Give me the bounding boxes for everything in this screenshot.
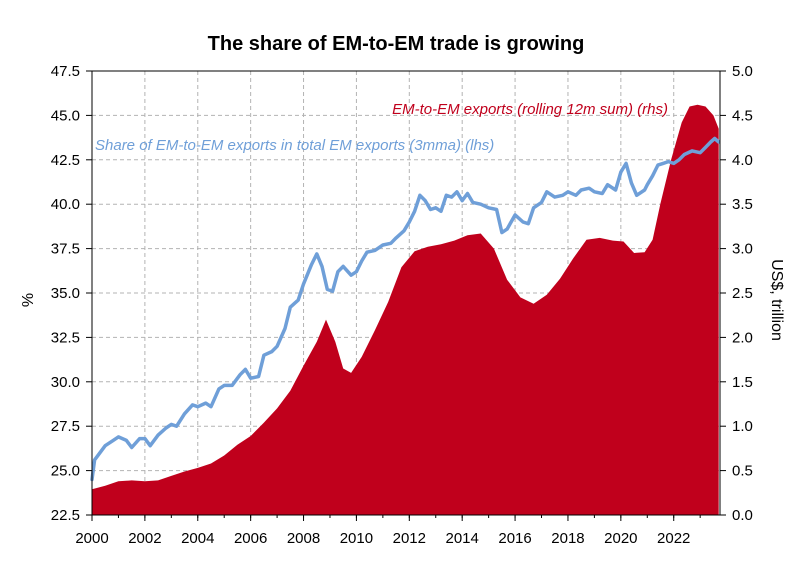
gridlines bbox=[92, 71, 720, 515]
y-left-tick-label: 45.0 bbox=[51, 107, 80, 124]
series-line-em-share bbox=[90, 136, 721, 482]
x-tick-label: 2008 bbox=[287, 530, 320, 547]
x-tick-label: 2014 bbox=[446, 530, 479, 547]
y-left-tick-label: 42.5 bbox=[51, 152, 80, 169]
y-left-tick-label: 27.5 bbox=[51, 418, 80, 435]
y-right-tick-label: 3.0 bbox=[732, 241, 753, 258]
y-right-tick-label: 0.5 bbox=[732, 463, 753, 480]
y-right-tick-label: 4.5 bbox=[732, 107, 753, 124]
y-left-tick-label: 35.0 bbox=[51, 285, 80, 302]
annotation-line-series: Share of EM-to-EM exports in total EM ex… bbox=[95, 137, 494, 154]
series-area-em-to-em-exports bbox=[92, 104, 719, 515]
x-tick-label: 2004 bbox=[181, 530, 214, 547]
y-left-tick-label: 22.5 bbox=[51, 507, 80, 524]
y-right-tick-label: 2.5 bbox=[732, 285, 753, 302]
y-left-tick-label: 37.5 bbox=[51, 241, 80, 258]
y-right-tick-label: 3.5 bbox=[732, 196, 753, 213]
chart-title: The share of EM-to-EM trade is growing bbox=[208, 33, 585, 55]
x-tick-label: 2018 bbox=[551, 530, 584, 547]
y-right-tick-label: 0.0 bbox=[732, 507, 753, 524]
x-tick-label: 2020 bbox=[604, 530, 637, 547]
x-tick-label: 2010 bbox=[340, 530, 373, 547]
y-right-tick-label: 1.0 bbox=[732, 418, 753, 435]
y-right-tick-label: 1.5 bbox=[732, 374, 753, 391]
y-left-tick-label: 40.0 bbox=[51, 196, 80, 213]
axis-ticks: 2000 2002 2004 2006 2008 2010 2012 2014 2016 2018… bbox=[51, 63, 753, 547]
y-axis-left-label: % bbox=[20, 293, 37, 307]
x-tick-label: 2006 bbox=[234, 530, 267, 547]
y-left-tick-label: 32.5 bbox=[51, 329, 80, 346]
x-tick-label: 2000 bbox=[75, 530, 108, 547]
y-left-tick-label: 47.5 bbox=[51, 63, 80, 80]
y-right-tick-label: 5.0 bbox=[732, 63, 753, 80]
y-right-tick-label: 2.0 bbox=[732, 329, 753, 346]
y-left-tick-label: 30.0 bbox=[51, 374, 80, 391]
y-axis-right-label: US$, trillion bbox=[768, 259, 785, 341]
x-tick-label: 2022 bbox=[657, 530, 690, 547]
x-tick-label: 2002 bbox=[128, 530, 161, 547]
y-right-tick-label: 4.0 bbox=[732, 152, 753, 169]
x-tick-label: 2016 bbox=[498, 530, 531, 547]
y-left-tick-label: 25.0 bbox=[51, 463, 80, 480]
annotation-area-series: EM-to-EM exports (rolling 12m sum) (rhs) bbox=[392, 101, 668, 118]
x-tick-label: 2012 bbox=[393, 530, 426, 547]
